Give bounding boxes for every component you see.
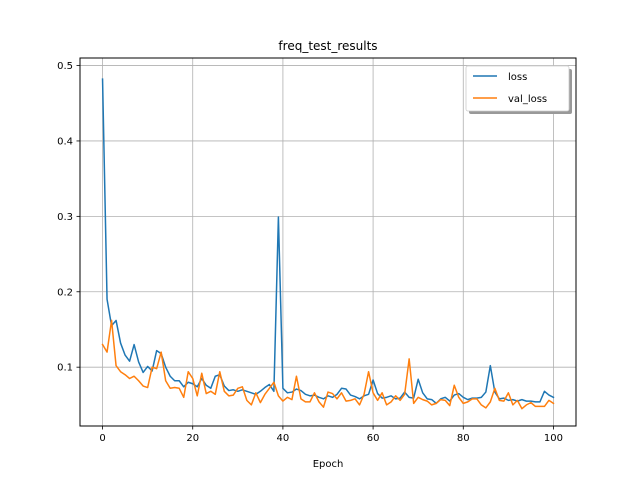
y-tick-label: 0.1 xyxy=(57,363,73,374)
x-tick-label: 80 xyxy=(457,433,470,444)
series-line-loss xyxy=(101,78,555,405)
legend: loss val_loss xyxy=(465,65,572,114)
x-axis-label: Epoch xyxy=(313,459,344,470)
x-tick-label: 60 xyxy=(367,433,380,444)
x-tick-label: 0 xyxy=(99,433,105,444)
plot-frame xyxy=(79,57,577,427)
axis-ticks: 0 20 40 60 80 100 0.1 0.2 0.3 0.4 0.5 xyxy=(57,61,563,444)
y-tick-label: 0.2 xyxy=(57,287,73,298)
series-layer xyxy=(101,78,555,410)
grid-lines xyxy=(80,58,576,426)
x-tick-label: 100 xyxy=(544,433,563,444)
y-tick-label: 0.3 xyxy=(57,212,73,223)
legend-label: loss xyxy=(508,72,527,83)
series-line-val-loss xyxy=(101,319,555,410)
y-tick-label: 0.4 xyxy=(57,136,73,147)
legend-box xyxy=(465,65,570,112)
x-tick-label: 40 xyxy=(277,433,290,444)
chart-title: freq_test_results xyxy=(278,39,377,53)
x-tick-label: 20 xyxy=(186,433,199,444)
y-tick-label: 0.5 xyxy=(57,61,73,72)
legend-label: val_loss xyxy=(508,94,547,105)
